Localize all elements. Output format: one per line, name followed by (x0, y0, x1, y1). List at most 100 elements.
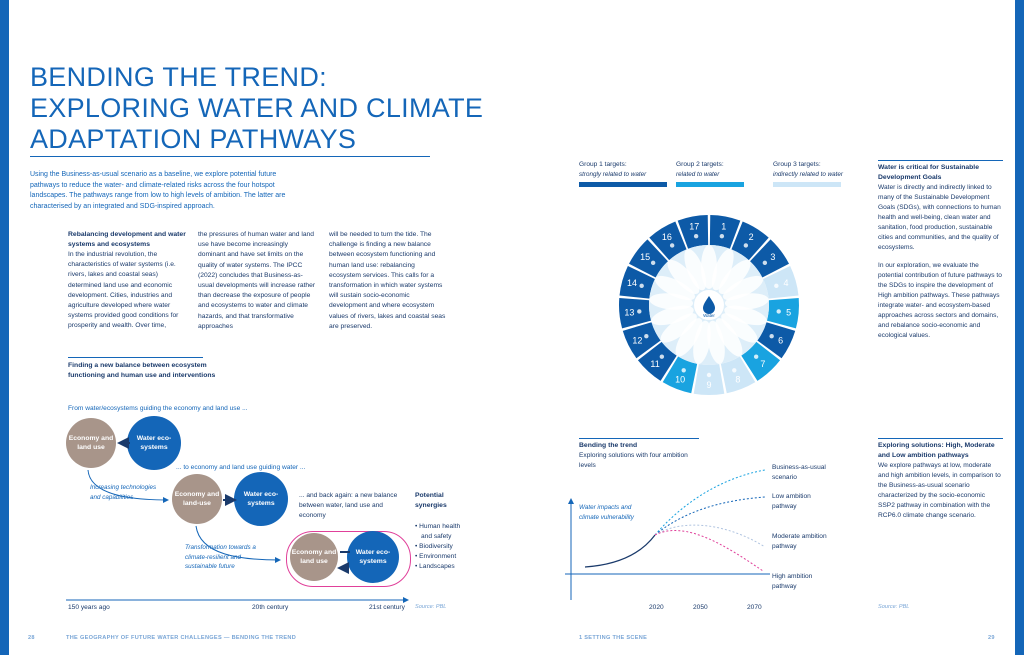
historic-trend-line (584, 534, 656, 568)
title-line-1: BENDING THE TREND: (30, 62, 327, 92)
economy-circle-3: Economy and land use (290, 533, 338, 581)
sdg-number-5: 5 (786, 307, 791, 317)
sdg-segment-2 (731, 221, 769, 261)
synergies-heading: Potential synergies (415, 492, 447, 509)
arrow-curve-2 (195, 525, 281, 563)
sdg-goal-icon-3 (762, 260, 768, 266)
wheel-petal (707, 320, 725, 365)
synergy-item: • Landscapes (415, 563, 455, 570)
wheel-petals (649, 245, 769, 365)
sdg-goal-icon-13 (637, 309, 642, 314)
wheel-petal (684, 248, 707, 291)
solutions-heading: Exploring solutions: High, Moderate and … (878, 442, 995, 459)
right-page-edge (1015, 0, 1024, 655)
trend-chart-subtitle: Exploring solutions with four ambition l… (579, 452, 688, 469)
sdg-number-14: 14 (627, 278, 637, 288)
left-page-number: 28 (28, 635, 35, 641)
trend-chart-source: Source: PBL (878, 604, 910, 610)
legend-group-3: Group 3 targets: indirectly related to w… (773, 160, 853, 180)
water-circle-1: Water eco-systems (127, 416, 181, 470)
right-running-title: 1 SETTING THE SCENE (579, 635, 648, 641)
page-title: BENDING THE TREND: EXPLORING WATER AND C… (30, 62, 483, 155)
column-3-text: will be needed to turn the tide. The cha… (329, 231, 446, 330)
line-business-as-usual (654, 469, 766, 536)
label-low-ambition: Low ambition pathway (772, 493, 811, 510)
column-1: Rebalancing development and water system… (68, 230, 186, 332)
line-high-ambition (654, 530, 764, 572)
sdg-segment-9 (693, 364, 725, 395)
legend-1-sub: strongly related to water (579, 171, 647, 178)
column-1-text: In the industrial revolution, the charac… (68, 251, 179, 330)
legend-3-sub: indirectly related to water (773, 171, 843, 178)
legend-2-sub: related to water (676, 171, 720, 178)
wheel-center-label: Water (703, 313, 715, 318)
line-low-ambition (654, 496, 766, 536)
sdg-goal-icon-1 (719, 233, 725, 239)
solutions-text: We explore pathways at low, moderate and… (878, 462, 1001, 519)
legend-swatch-3 (773, 182, 841, 187)
wheel-petal (718, 259, 751, 295)
sdg-segment-7 (741, 341, 781, 381)
axis-label-21st: 21st century (369, 604, 405, 611)
trend-chart (565, 469, 770, 600)
economy-circle-2: Economy and land-use (172, 474, 222, 524)
legend-2-head: Group 2 targets: (676, 161, 724, 168)
wheel-petal (660, 313, 697, 343)
new-balance-highlight (286, 531, 411, 587)
wheel-petal (654, 275, 695, 301)
sdg-number-2: 2 (749, 232, 754, 242)
synergy-item: • Human health (415, 523, 461, 530)
legend-swatch-2 (676, 182, 744, 187)
sdg-segment-1 (709, 215, 741, 249)
sdg-goal-icon-12 (644, 334, 649, 339)
sdg-goal-icon-4 (774, 283, 779, 289)
legend-group-1: Group 1 targets: strongly related to wat… (579, 160, 659, 180)
label-business-as-usual: Business-as-usual scenario (772, 464, 826, 481)
diagram-row2-label: ... to economy and land use guiding wate… (176, 464, 306, 471)
legend-3-head: Group 3 targets: (773, 161, 821, 168)
side-note-technologies: Increasing technologies and capabilities (90, 484, 157, 501)
sdg-number-4: 4 (783, 278, 788, 288)
legend-group-2: Group 2 targets: related to water (676, 160, 756, 180)
water-circle-3: Water eco-systems (347, 531, 399, 583)
x-tick-2020: 2020 (649, 604, 664, 611)
wheel-petal (723, 275, 764, 301)
sdg-segment-17 (677, 215, 709, 249)
sdg-goal-icon-17 (693, 233, 699, 239)
trend-chart-title: Bending the trend (579, 442, 638, 449)
column-1-heading: Rebalancing development and water system… (68, 231, 186, 248)
wheel-petal (715, 318, 743, 357)
sdg-number-17: 17 (689, 221, 699, 231)
wheel-petal (724, 305, 767, 326)
sdg-segment-6 (757, 322, 796, 359)
sdg-number-10: 10 (675, 375, 685, 385)
legend-swatch-1 (579, 182, 667, 187)
sdg-segment-5 (766, 297, 799, 329)
diagram-source: Source: PBL (415, 604, 447, 610)
sdg-segment-15 (629, 239, 668, 278)
sdg-goal-icon-2 (743, 243, 749, 248)
sdg-text-heading: Water is critical for Sustainable Develo… (878, 164, 979, 181)
sdg-number-3: 3 (770, 252, 775, 262)
sdg-goal-icon-15 (650, 260, 656, 266)
trend-chart-ylabel: Water impacts and climate vulnerability (579, 504, 634, 521)
side-note-transformation: Transformation towards a climate-resilie… (185, 544, 256, 570)
sdg-number-8: 8 (735, 375, 740, 385)
wheel-petal (667, 259, 700, 295)
water-drop-icon (703, 296, 715, 314)
arrow-curve-1 (87, 469, 169, 503)
sdg-text-p2: In our exploration, we evaluate the pote… (878, 262, 1002, 339)
sdg-segment-11 (637, 341, 677, 381)
sdg-goal-icon-14 (639, 283, 644, 289)
wheel-petal (721, 313, 758, 343)
sdg-goal-icon-16 (669, 243, 675, 248)
diagram-row1-label: From water/ecosystems guiding the econom… (68, 405, 248, 412)
sdg-segment-13 (619, 297, 652, 329)
axis-label-150: 150 years ago (68, 604, 110, 611)
economy-circle-1: Economy and land use (66, 418, 116, 468)
column-2-text: the pressures of human water and land us… (198, 231, 316, 330)
sdg-number-1: 1 (721, 221, 726, 231)
sdg-goal-icon-7 (753, 354, 759, 359)
